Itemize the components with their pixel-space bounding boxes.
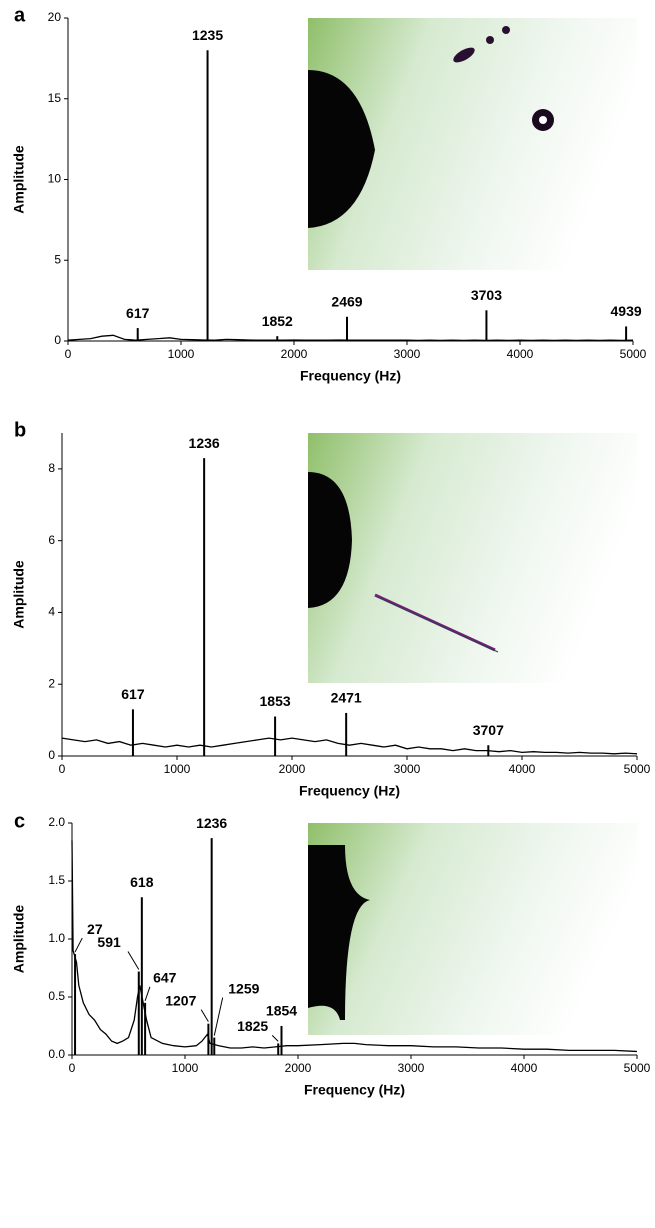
y-tick-label: 2 [48, 676, 55, 690]
x-tick-label: 4000 [511, 1061, 538, 1075]
inset-photo [308, 18, 637, 270]
x-axis-title: Frequency (Hz) [300, 368, 401, 384]
y-tick-label: 1.5 [48, 873, 65, 887]
x-tick-label: 1000 [164, 762, 191, 776]
peak-label: 1852 [262, 313, 293, 329]
x-tick-label: 0 [65, 347, 72, 361]
y-tick-label: 0 [54, 333, 61, 347]
leader-line [74, 937, 83, 953]
leader-line [144, 986, 151, 1001]
x-tick-label: 1000 [168, 347, 195, 361]
x-tick-label: 3000 [394, 762, 421, 776]
y-tick-label: 2.0 [48, 815, 65, 829]
spectrum-line [67, 334, 634, 342]
x-tick-label: 5000 [620, 347, 647, 361]
x-tick-label: 2000 [279, 762, 306, 776]
peak-label: 4939 [611, 303, 642, 319]
y-tick-label: 1.0 [48, 931, 65, 945]
y-tick-label: 10 [48, 172, 62, 186]
peak-label: 1207 [165, 992, 196, 1008]
leader-line [200, 1009, 209, 1022]
peak-label: 2471 [331, 690, 362, 706]
panel-label: b [14, 419, 26, 441]
x-tick-label: 4000 [507, 347, 534, 361]
peak-label: 1854 [266, 1003, 297, 1019]
x-tick-label: 5000 [624, 762, 651, 776]
peak-label: 617 [126, 305, 150, 321]
peak-label: 3707 [473, 722, 504, 738]
peak-label: 1825 [237, 1018, 268, 1034]
peak-label: 617 [121, 686, 145, 702]
leader-line [271, 1035, 279, 1042]
x-tick-label: 2000 [285, 1061, 312, 1075]
peak-label: 1235 [192, 27, 223, 43]
y-tick-label: 5 [54, 252, 61, 266]
x-tick-label: 0 [69, 1061, 76, 1075]
inset-photo [308, 433, 637, 683]
y-axis-title: Amplitude [11, 560, 27, 629]
peak-label: 618 [130, 874, 154, 890]
peak-label: 647 [153, 970, 177, 986]
x-tick-label: 0 [59, 762, 66, 776]
spectrum-line [61, 737, 638, 755]
leader-line [127, 951, 140, 970]
y-tick-label: 15 [48, 91, 62, 105]
x-tick-label: 4000 [509, 762, 536, 776]
x-tick-label: 3000 [394, 347, 421, 361]
panel-label: c [14, 810, 25, 832]
peak-label: 591 [97, 934, 121, 950]
x-tick-label: 1000 [172, 1061, 199, 1075]
peak-label: 1259 [228, 980, 259, 996]
y-tick-label: 0.5 [48, 989, 65, 1003]
inset-photo [308, 823, 637, 1035]
x-tick-label: 3000 [398, 1061, 425, 1075]
x-axis-title: Frequency (Hz) [299, 783, 400, 799]
peak-label: 27 [87, 921, 103, 937]
y-tick-label: 0.0 [48, 1047, 65, 1061]
peak-label: 1236 [196, 815, 227, 831]
y-tick-label: 0 [48, 748, 55, 762]
y-tick-label: 20 [48, 10, 62, 24]
y-tick-label: 6 [48, 533, 55, 547]
y-axis-title: Amplitude [11, 905, 27, 974]
peak-label: 1236 [189, 435, 220, 451]
x-axis-title: Frequency (Hz) [304, 1082, 405, 1098]
x-tick-label: 2000 [281, 347, 308, 361]
peak-label: 1853 [260, 693, 291, 709]
y-tick-label: 4 [48, 605, 55, 619]
leader-line [213, 997, 224, 1036]
y-tick-label: 8 [48, 461, 55, 475]
x-tick-label: 5000 [624, 1061, 651, 1075]
y-axis-title: Amplitude [11, 145, 27, 214]
panel-label: a [14, 4, 26, 26]
peak-label: 2469 [331, 293, 362, 309]
peak-label: 3703 [471, 287, 502, 303]
